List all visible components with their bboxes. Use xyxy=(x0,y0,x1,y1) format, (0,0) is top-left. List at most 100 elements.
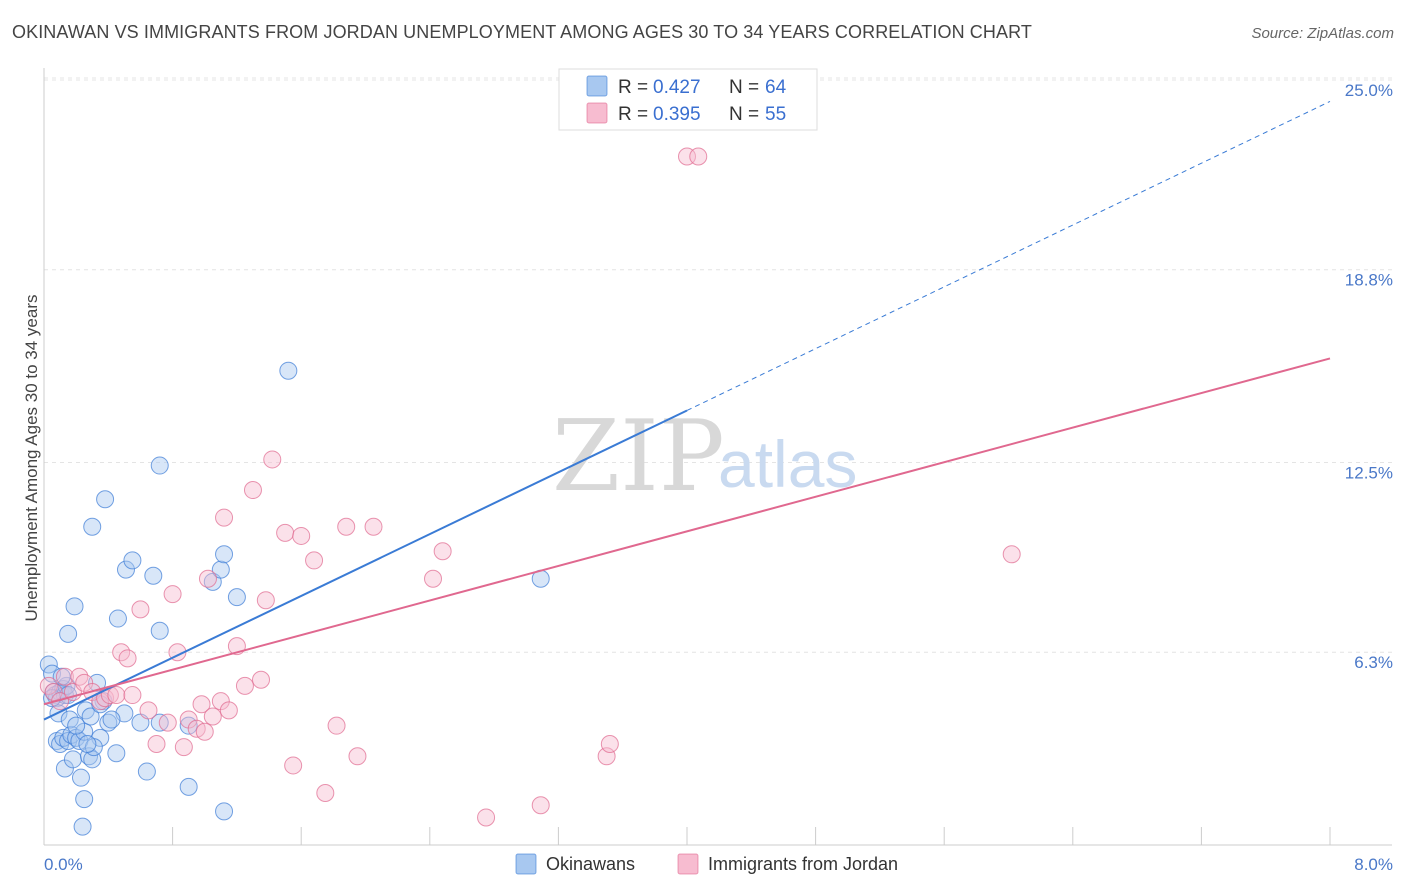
okinawan-point xyxy=(73,817,92,836)
x-tick-label: 0.0% xyxy=(44,855,83,874)
okinawan-point xyxy=(102,710,121,729)
watermark-atlas: atlas xyxy=(718,427,857,501)
jordan-point xyxy=(39,676,58,695)
okinawan-point xyxy=(75,790,94,809)
grid xyxy=(44,77,1392,653)
jordan-point xyxy=(55,667,74,686)
source-credit: Source: ZipAtlas.com xyxy=(1251,25,1394,42)
okinawan-point xyxy=(123,551,142,570)
jordan-point xyxy=(337,517,356,536)
bottom-legend-swatch-jordan xyxy=(677,853,699,875)
jordan-point xyxy=(1002,545,1021,564)
jordan-point xyxy=(531,796,550,815)
okinawan-point xyxy=(279,361,298,380)
trend-lines xyxy=(43,100,1331,721)
jordan-point xyxy=(276,523,295,542)
legend-r-value-1: 0.427 xyxy=(653,77,701,98)
okinawan-point xyxy=(227,588,246,607)
jordan-point xyxy=(263,450,282,469)
bottom-legend-swatch-okinawans xyxy=(515,853,537,875)
jordan-point xyxy=(215,508,234,527)
jordan-point xyxy=(600,735,619,754)
jordan-point xyxy=(123,686,142,705)
jordan-point xyxy=(252,670,271,689)
y-tick-label: 6.3% xyxy=(1354,653,1393,672)
okinawan-point xyxy=(144,566,163,585)
okinawan-point xyxy=(81,707,100,726)
legend-n-value-1: 64 xyxy=(765,77,787,98)
jordan-point xyxy=(70,667,89,686)
jordan-point xyxy=(433,542,452,561)
okinawan-point xyxy=(67,716,86,735)
okinawan-point xyxy=(59,624,78,643)
y-tick-label: 12.5% xyxy=(1345,464,1393,483)
jordan-point xyxy=(364,517,383,536)
legend-swatch-jordan xyxy=(586,102,608,124)
jordan-point xyxy=(327,716,346,735)
y-tick-label: 25.0% xyxy=(1345,81,1393,100)
jordan-point xyxy=(256,591,275,610)
jordan-trend-line xyxy=(43,357,1331,706)
jordan-point xyxy=(348,747,367,766)
okinawan-point xyxy=(211,560,230,579)
jordan-point xyxy=(477,808,496,827)
jordan-point xyxy=(139,701,158,720)
jordan-point xyxy=(424,569,443,588)
bottom-legend-label-jordan: Immigrants from Jordan xyxy=(708,854,898,874)
jordan-point xyxy=(284,756,303,775)
jordan-point xyxy=(147,735,166,754)
okinawan-point xyxy=(108,609,127,628)
jordan-point xyxy=(203,707,222,726)
jordan-point xyxy=(195,722,214,741)
bottom-legend: Okinawans Immigrants from Jordan xyxy=(515,853,898,875)
okinawan-point xyxy=(71,768,90,787)
chart-title: OKINAWAN VS IMMIGRANTS FROM JORDAN UNEMP… xyxy=(12,22,1032,42)
okinawan-point xyxy=(116,560,135,579)
okinawan-point xyxy=(96,490,115,509)
jordan-point xyxy=(198,569,217,588)
watermark: ZIP atlas xyxy=(552,400,857,514)
legend-n-label-1: N = xyxy=(729,77,759,98)
legend-r-label-2: R = xyxy=(618,104,648,125)
legend-box: R = 0.427 N = 64 R = 0.395 N = 55 xyxy=(558,68,818,131)
okinawan-point xyxy=(99,713,118,732)
legend-swatch-okinawans xyxy=(586,75,608,97)
jordan-point xyxy=(689,147,708,166)
bottom-legend-label-okinawans: Okinawans xyxy=(546,854,635,874)
legend-r-value-2: 0.395 xyxy=(653,104,701,125)
jordan-point xyxy=(219,701,238,720)
okinawan-point xyxy=(150,621,169,640)
jordan-point xyxy=(316,783,335,802)
okinawan-point xyxy=(107,744,126,763)
okinawan-point xyxy=(150,456,169,475)
okinawan-point xyxy=(215,802,234,821)
legend-r-label-1: R = xyxy=(618,77,648,98)
okinawan-point xyxy=(63,750,82,769)
jordan-point xyxy=(158,713,177,732)
jordan-point xyxy=(163,585,182,604)
jordan-point xyxy=(235,676,254,695)
okinawan-point xyxy=(137,762,156,781)
watermark-zip: ZIP xyxy=(552,400,725,514)
jordan-point xyxy=(118,649,137,668)
jordan-point xyxy=(107,686,126,705)
jordan-point xyxy=(131,600,150,619)
axes xyxy=(43,68,1392,846)
jordan-point xyxy=(174,738,193,757)
x-tick-label: 8.0% xyxy=(1354,855,1393,874)
y-tick-labels: 6.3% 12.5% 18.8% 25.0% xyxy=(1345,81,1393,672)
jordan-point xyxy=(243,481,262,500)
okinawan-point xyxy=(83,517,102,536)
okinawan-trend-line xyxy=(43,409,688,721)
jordan-point xyxy=(292,526,311,545)
okinawan-point xyxy=(215,545,234,564)
jordan-point xyxy=(44,683,63,701)
okinawan-trend-extension xyxy=(686,100,1331,411)
jordan-point xyxy=(305,551,324,570)
x-tick-labels: 0.0% 8.0% xyxy=(44,855,1393,874)
y-axis-label: Unemployment Among Ages 30 to 34 years xyxy=(22,295,41,622)
legend-n-value-2: 55 xyxy=(765,104,786,125)
okinawan-point xyxy=(78,735,97,754)
okinawan-point xyxy=(179,777,198,796)
